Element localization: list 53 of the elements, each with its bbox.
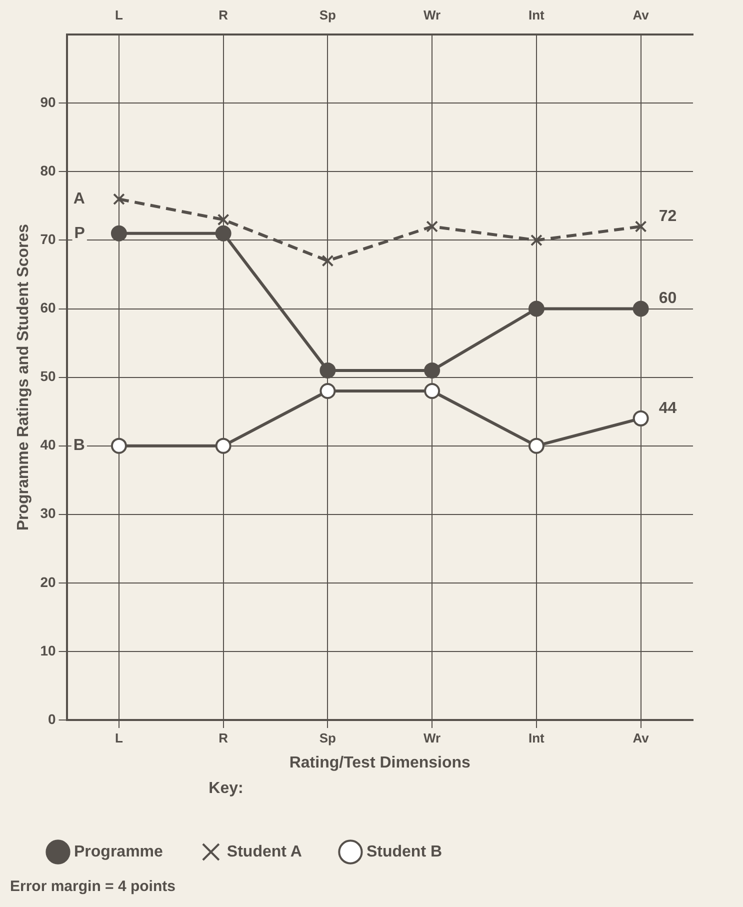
y-tick-label: 30: [40, 505, 56, 522]
point: [528, 438, 544, 454]
y-axis-title: Programme Ratings and Student Scores: [15, 224, 32, 531]
data-label: 72: [658, 208, 677, 225]
point: [322, 254, 334, 267]
point: [632, 410, 649, 426]
x-axis-title: Rating/Test Dimensions: [289, 754, 471, 772]
x-tick-label: L: [114, 730, 123, 746]
y-tick-label: 0: [48, 710, 56, 727]
y-tick-label: 10: [40, 642, 56, 658]
y-tick-label: 70: [40, 231, 56, 248]
point: [424, 383, 440, 400]
point: [110, 225, 127, 242]
category-label: Wr: [424, 7, 441, 22]
x-tick-label: R: [218, 730, 229, 746]
y-tick-label: 40: [40, 436, 56, 453]
data-label: 44: [658, 400, 677, 417]
point: [110, 438, 127, 454]
point: [426, 220, 438, 232]
point: [113, 193, 125, 206]
category-label: Int: [528, 7, 544, 22]
point: [217, 214, 230, 226]
category-label: L: [114, 7, 123, 22]
point: [215, 225, 232, 242]
point: [528, 300, 544, 317]
annotation: P: [74, 224, 86, 242]
legend-label: Student A: [226, 843, 302, 860]
category-label: R: [218, 7, 228, 22]
x-tick-label: Int: [528, 730, 546, 746]
y-tick-label: 20: [40, 574, 56, 590]
y-tick-label: 50: [40, 368, 56, 384]
point: [424, 362, 440, 378]
x-tick-label: Av: [632, 730, 650, 746]
category-label: Av: [632, 7, 649, 22]
legend-label: Programme: [74, 843, 164, 860]
y-tick-label: 80: [40, 162, 56, 179]
legend-label: Student B: [366, 843, 442, 860]
legend-title: Key:: [208, 780, 244, 798]
point: [632, 300, 649, 317]
point: [215, 438, 232, 454]
y-tick-label: 60: [40, 300, 56, 316]
annotation: A: [73, 190, 86, 208]
text: Error margin = 4 points: [10, 878, 176, 895]
point: [320, 362, 336, 378]
x-tick-label: Sp: [319, 730, 336, 746]
point: [634, 220, 647, 232]
point: [530, 234, 542, 246]
category-label: Sp: [319, 7, 336, 22]
x-tick-label: Wr: [424, 730, 441, 746]
data-label: 60: [658, 290, 677, 308]
point: [320, 383, 336, 400]
annotation: B: [73, 437, 85, 454]
y-tick-label: 90: [40, 94, 56, 110]
